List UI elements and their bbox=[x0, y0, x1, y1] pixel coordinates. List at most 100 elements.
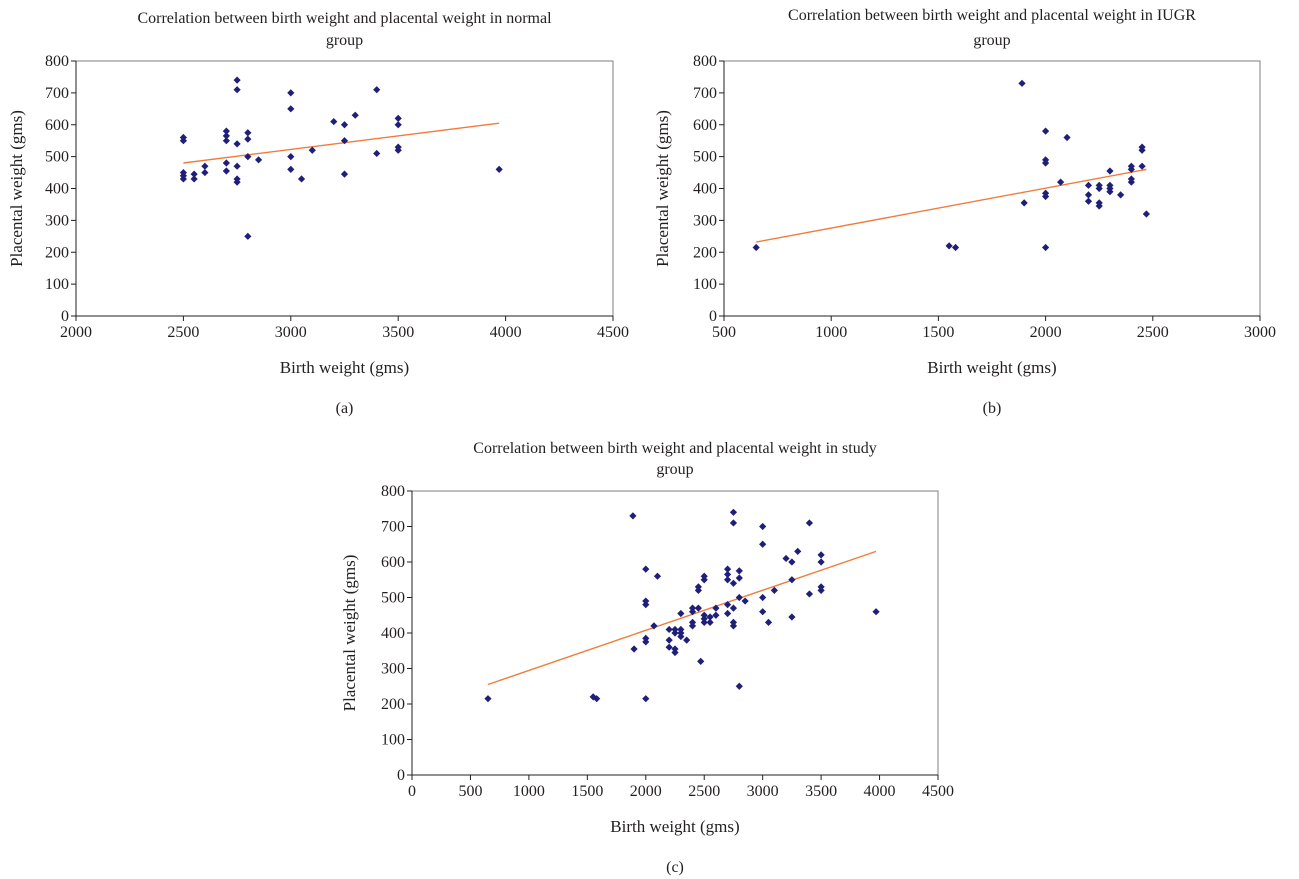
data-point bbox=[712, 611, 720, 619]
data-point bbox=[741, 597, 749, 605]
y-tick-label: 700 bbox=[381, 519, 405, 536]
data-point bbox=[222, 137, 230, 145]
y-tick-label: 700 bbox=[693, 85, 717, 102]
x-tick-label: 1500 bbox=[922, 324, 954, 341]
x-tick-label: 2500 bbox=[167, 324, 199, 341]
y-tick-label: 800 bbox=[693, 53, 717, 70]
data-point bbox=[724, 570, 732, 579]
data-point bbox=[706, 613, 714, 621]
chart-panel-b: Correlation between birth weight and pla… bbox=[653, 7, 1276, 417]
x-axis-label: Birth weight (gms) bbox=[610, 817, 739, 836]
data-point bbox=[700, 611, 708, 619]
data-point bbox=[653, 572, 662, 580]
data-point bbox=[244, 135, 252, 143]
y-tick-label: 800 bbox=[45, 53, 69, 70]
data-point bbox=[373, 149, 381, 158]
data-point bbox=[1042, 189, 1050, 197]
data-point bbox=[770, 586, 778, 594]
data-point bbox=[724, 609, 732, 618]
data-point bbox=[1042, 243, 1050, 252]
data-point bbox=[697, 657, 705, 665]
data-point bbox=[688, 604, 697, 612]
data-point bbox=[287, 89, 295, 97]
data-point bbox=[724, 576, 732, 584]
x-tick-label: 1000 bbox=[815, 324, 847, 341]
data-point bbox=[788, 576, 796, 584]
data-point bbox=[1095, 181, 1103, 189]
data-point bbox=[764, 618, 773, 626]
data-point bbox=[330, 117, 338, 126]
x-tick-label: 3000 bbox=[1244, 324, 1276, 341]
data-point bbox=[244, 232, 252, 240]
data-point bbox=[340, 121, 349, 129]
data-point bbox=[287, 153, 295, 161]
data-point bbox=[1127, 175, 1135, 183]
data-point bbox=[683, 636, 691, 644]
data-point bbox=[1057, 178, 1065, 186]
y-tick-label: 700 bbox=[45, 85, 69, 102]
chart-title-line: group bbox=[973, 32, 1010, 49]
data-point bbox=[222, 132, 230, 140]
y-axis-label: Placental weight (gms) bbox=[653, 110, 672, 267]
panel-caption: (c) bbox=[666, 859, 684, 876]
x-tick-label: 2000 bbox=[60, 324, 92, 341]
y-tick-label: 200 bbox=[45, 244, 69, 261]
data-point bbox=[788, 558, 796, 566]
y-tick-label: 500 bbox=[45, 149, 69, 166]
data-point bbox=[665, 643, 673, 651]
y-tick-label: 0 bbox=[397, 767, 405, 784]
data-point bbox=[394, 143, 402, 151]
data-point bbox=[1084, 181, 1093, 189]
data-point bbox=[817, 558, 825, 566]
data-point bbox=[308, 146, 316, 154]
data-point bbox=[244, 129, 252, 137]
data-point bbox=[179, 168, 187, 177]
data-point bbox=[233, 175, 241, 183]
data-point bbox=[759, 593, 767, 602]
data-point bbox=[794, 547, 802, 555]
data-point bbox=[287, 165, 295, 173]
y-tick-label: 200 bbox=[381, 696, 405, 713]
data-point bbox=[1063, 133, 1071, 142]
data-point bbox=[233, 86, 241, 94]
data-point bbox=[729, 579, 738, 587]
data-point bbox=[495, 165, 503, 173]
y-tick-label: 500 bbox=[693, 149, 717, 166]
data-point bbox=[201, 168, 209, 177]
y-tick-label: 300 bbox=[693, 212, 717, 229]
data-point bbox=[222, 159, 230, 167]
data-point bbox=[1084, 197, 1093, 205]
data-point bbox=[671, 625, 679, 634]
data-point bbox=[201, 162, 209, 170]
data-point bbox=[373, 86, 381, 94]
data-point bbox=[630, 645, 638, 653]
x-tick-label: 500 bbox=[458, 783, 482, 800]
data-point bbox=[759, 540, 767, 548]
x-tick-label: 2500 bbox=[688, 783, 720, 800]
data-point bbox=[650, 622, 658, 630]
data-point bbox=[1020, 199, 1028, 207]
x-axis-label: Birth weight (gms) bbox=[280, 358, 409, 377]
plot-area-frame bbox=[723, 60, 1261, 317]
data-point bbox=[759, 522, 767, 531]
data-point bbox=[1127, 162, 1135, 170]
data-point bbox=[233, 162, 241, 170]
data-point bbox=[190, 175, 198, 183]
data-point bbox=[782, 554, 790, 563]
data-point bbox=[729, 508, 738, 516]
data-point bbox=[724, 565, 732, 573]
data-point bbox=[729, 519, 738, 527]
data-point bbox=[872, 608, 880, 616]
y-tick-label: 600 bbox=[693, 117, 717, 134]
data-point bbox=[593, 695, 601, 703]
x-tick-label: 4000 bbox=[490, 324, 522, 341]
data-point bbox=[694, 583, 702, 591]
data-point bbox=[1042, 127, 1050, 135]
x-tick-label: 4500 bbox=[922, 783, 954, 800]
x-tick-label: 2000 bbox=[630, 783, 662, 800]
chart-title-line: group bbox=[326, 32, 363, 49]
y-tick-label: 0 bbox=[61, 308, 69, 325]
data-point bbox=[642, 565, 650, 573]
y-tick-label: 100 bbox=[381, 732, 405, 749]
